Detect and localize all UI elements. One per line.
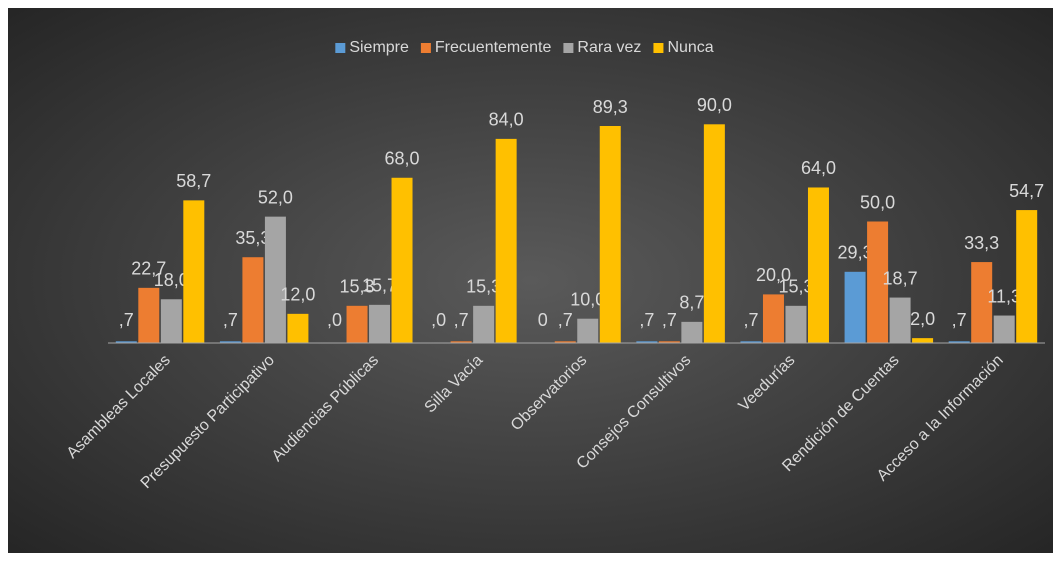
bar [264, 216, 286, 343]
data-label: 90,0 [697, 95, 732, 115]
data-label: 15,3 [466, 277, 501, 297]
bar [495, 138, 517, 343]
legend-label: Frecuentemente [435, 39, 552, 56]
data-label: 68,0 [385, 149, 420, 169]
data-label: ,0 [431, 310, 446, 330]
data-label: 2,0 [910, 309, 935, 329]
bar [242, 257, 264, 343]
data-label: 50,0 [860, 192, 895, 212]
bar [577, 318, 599, 343]
bar [473, 305, 495, 343]
data-label: 15,3 [340, 277, 375, 297]
legend-label: Siempre [349, 39, 409, 56]
data-label: 15,3 [778, 277, 813, 297]
data-label: 10,0 [570, 289, 605, 309]
bar [971, 262, 993, 343]
bar [183, 200, 205, 343]
bar [948, 341, 970, 343]
data-label: ,7 [662, 310, 677, 330]
data-label: ,7 [952, 310, 967, 330]
data-label: ,7 [454, 310, 469, 330]
data-label: 84,0 [489, 110, 524, 130]
data-label: ,0 [327, 310, 342, 330]
bar [681, 321, 703, 343]
legend-swatch [563, 43, 574, 53]
legend-label: Rara vez [577, 39, 641, 56]
legend-swatch [335, 43, 346, 53]
data-label: ,7 [743, 310, 758, 330]
bar [287, 313, 309, 343]
data-label: 29,3 [838, 243, 873, 263]
data-label: ,7 [223, 310, 238, 330]
bar [762, 294, 784, 343]
legend-swatch [653, 43, 664, 53]
bar [219, 341, 241, 343]
bar [703, 124, 725, 343]
bar [912, 338, 934, 343]
data-label: ,7 [639, 310, 654, 330]
bar [160, 299, 182, 343]
data-label: 54,7 [1009, 181, 1044, 201]
bar [599, 126, 621, 343]
data-label: 18,7 [883, 268, 918, 288]
bar [867, 221, 889, 343]
data-label: 89,3 [593, 97, 628, 117]
bar [844, 271, 866, 343]
bar [369, 304, 391, 343]
data-label: ,7 [558, 310, 573, 330]
bar [636, 341, 658, 343]
bar [807, 187, 829, 343]
data-label: 58,7 [176, 171, 211, 191]
data-label: 52,0 [258, 187, 293, 207]
data-label: ,7 [119, 310, 134, 330]
bar [554, 341, 576, 343]
bar [785, 305, 807, 343]
data-label: 0 [538, 310, 548, 330]
data-label: 33,3 [964, 233, 999, 253]
data-label: 18,0 [154, 270, 189, 290]
data-label: 64,0 [801, 158, 836, 178]
bar [450, 341, 472, 343]
bar [740, 341, 762, 343]
data-label: 15,7 [362, 276, 397, 296]
bar [658, 341, 680, 343]
bar [391, 177, 413, 343]
bar [993, 315, 1015, 343]
data-label: 35,3 [235, 228, 270, 248]
bar [889, 297, 911, 343]
data-label: 8,7 [679, 293, 704, 313]
data-label: 12,0 [280, 285, 315, 305]
bar [346, 305, 368, 343]
legend-swatch [420, 43, 431, 53]
bar [115, 341, 137, 343]
bar [138, 287, 160, 343]
data-label: 22,7 [131, 259, 166, 279]
legend-label: Nunca [667, 39, 713, 56]
legend: Siempre Frecuentemente Rara vez Nunca [335, 39, 714, 56]
data-label: 20,0 [756, 265, 791, 285]
data-label: 11,3 [987, 286, 1021, 306]
bar [1016, 210, 1038, 343]
